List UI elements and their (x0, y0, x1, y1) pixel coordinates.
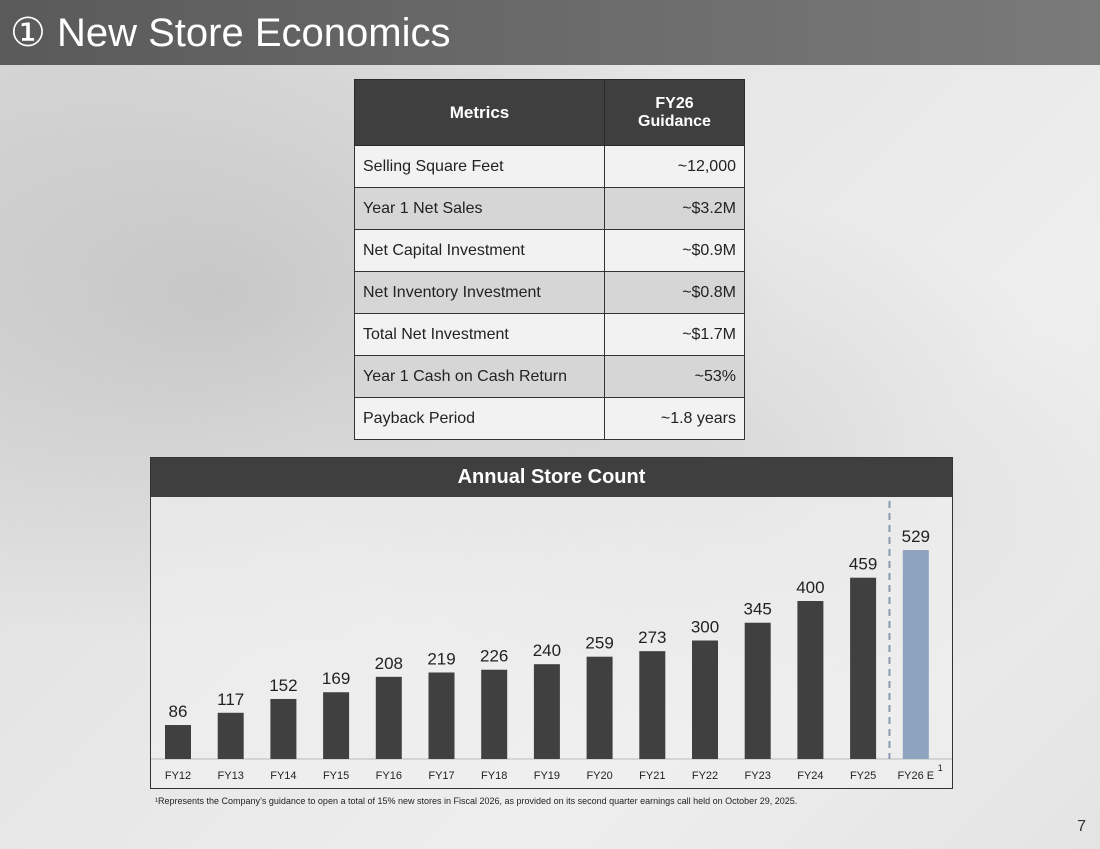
table-row: Selling Square Feet ~12,000 (354, 145, 745, 188)
bar (639, 651, 666, 759)
page-number: 7 (1077, 818, 1086, 835)
table-row: Total Net Investment ~$1.7M (354, 313, 745, 356)
header-metrics: Metrics (354, 79, 605, 146)
bar (323, 692, 350, 759)
metric-name: Net Capital Investment (354, 229, 605, 272)
metric-name: Year 1 Cash on Cash Return (354, 355, 605, 398)
metric-name: Year 1 Net Sales (354, 187, 605, 230)
data-label: 219 (427, 649, 455, 668)
data-label: 459 (849, 555, 877, 574)
metric-value: ~53% (604, 355, 745, 398)
bar (165, 725, 191, 759)
x-tick-label: FY20 (586, 770, 612, 782)
data-label: 226 (480, 647, 508, 666)
x-tick-label: FY19 (534, 770, 560, 782)
x-tick-label: FY17 (428, 770, 454, 782)
x-tick-label: FY12 (165, 770, 191, 782)
x-tick-label: FY15 (323, 770, 349, 782)
chart-title: Annual Store Count (151, 458, 952, 497)
data-label: 152 (269, 676, 297, 695)
x-tick-label: FY22 (692, 770, 718, 782)
page-title: ① New Store Economics (0, 0, 1100, 65)
footnote: ¹Represents the Company’s guidance to op… (155, 796, 798, 806)
footnote-marker: 1 (938, 763, 943, 773)
table-row: Net Capital Investment ~$0.9M (354, 229, 745, 272)
data-label: 240 (533, 641, 561, 660)
data-label: 300 (691, 618, 719, 637)
metric-value: ~$3.2M (604, 187, 745, 230)
table-row: Year 1 Net Sales ~$3.2M (354, 187, 745, 230)
data-label: 273 (638, 628, 666, 647)
data-label: 529 (902, 527, 930, 546)
metric-value: ~$1.7M (604, 313, 745, 356)
bar (586, 656, 613, 759)
store-count-chart: Annual Store Count 86 FY12 117 FY13 152 FY14 1… (150, 457, 953, 789)
bar (744, 622, 771, 759)
data-label: 259 (585, 634, 613, 653)
table-row: Year 1 Cash on Cash Return ~53% (354, 355, 745, 398)
bar (428, 672, 455, 759)
x-tick-label: FY23 (745, 770, 771, 782)
bar (375, 676, 402, 759)
x-tick-label: FY16 (376, 770, 402, 782)
metrics-table: Metrics FY26 Guidance Selling Square Feet… (354, 79, 745, 440)
bar (850, 577, 877, 759)
bar (270, 698, 297, 759)
data-label: 400 (796, 578, 824, 597)
header-guidance: FY26 Guidance (604, 79, 745, 146)
x-tick-label: FY18 (481, 770, 507, 782)
x-tick-label: FY13 (218, 770, 244, 782)
bar (533, 664, 560, 759)
data-label: 86 (169, 702, 188, 721)
metric-name: Net Inventory Investment (354, 271, 605, 314)
x-tick-label: FY26 E (897, 770, 934, 782)
data-label: 208 (375, 654, 403, 673)
data-label: 169 (322, 669, 350, 688)
x-tick-label: FY14 (270, 770, 296, 782)
metric-value: ~$0.8M (604, 271, 745, 314)
x-tick-label: FY24 (797, 770, 823, 782)
metric-value: ~12,000 (604, 145, 745, 188)
bar (692, 640, 718, 759)
chart-plot: 86 FY12 117 FY13 152 FY14 169 FY15 208 FY16 219 FY1… (151, 501, 952, 782)
x-tick-label: FY21 (639, 770, 665, 782)
bar (217, 712, 244, 759)
metric-value: ~1.8 years (604, 397, 745, 440)
metric-value: ~$0.9M (604, 229, 745, 272)
data-label: 117 (217, 690, 244, 709)
bar (797, 601, 824, 759)
metric-name: Payback Period (354, 397, 605, 440)
table-row: Net Inventory Investment ~$0.8M (354, 271, 745, 314)
bar (481, 669, 508, 759)
x-tick-label: FY25 (850, 770, 876, 782)
metric-name: Total Net Investment (354, 313, 605, 356)
bar (902, 550, 929, 759)
metric-name: Selling Square Feet (354, 145, 605, 188)
data-label: 345 (744, 600, 772, 619)
table-row: Payback Period ~1.8 years (354, 397, 745, 440)
